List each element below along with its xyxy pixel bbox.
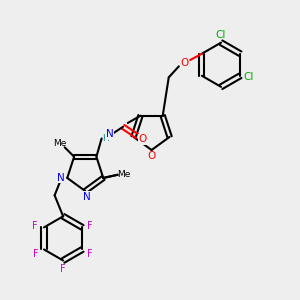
Text: H: H [102, 134, 109, 143]
Text: O: O [148, 151, 156, 161]
Text: F: F [60, 264, 66, 274]
Text: Me: Me [117, 170, 130, 179]
Text: F: F [32, 221, 38, 231]
Text: F: F [33, 249, 39, 259]
Text: Cl: Cl [216, 30, 226, 40]
Text: N: N [57, 173, 65, 183]
Text: Me: Me [53, 139, 67, 148]
Text: F: F [87, 249, 93, 259]
Text: N: N [106, 129, 114, 139]
Text: F: F [87, 221, 93, 231]
Text: O: O [180, 58, 189, 68]
Text: N: N [83, 192, 91, 202]
Text: Cl: Cl [244, 72, 254, 82]
Text: O: O [139, 134, 147, 144]
